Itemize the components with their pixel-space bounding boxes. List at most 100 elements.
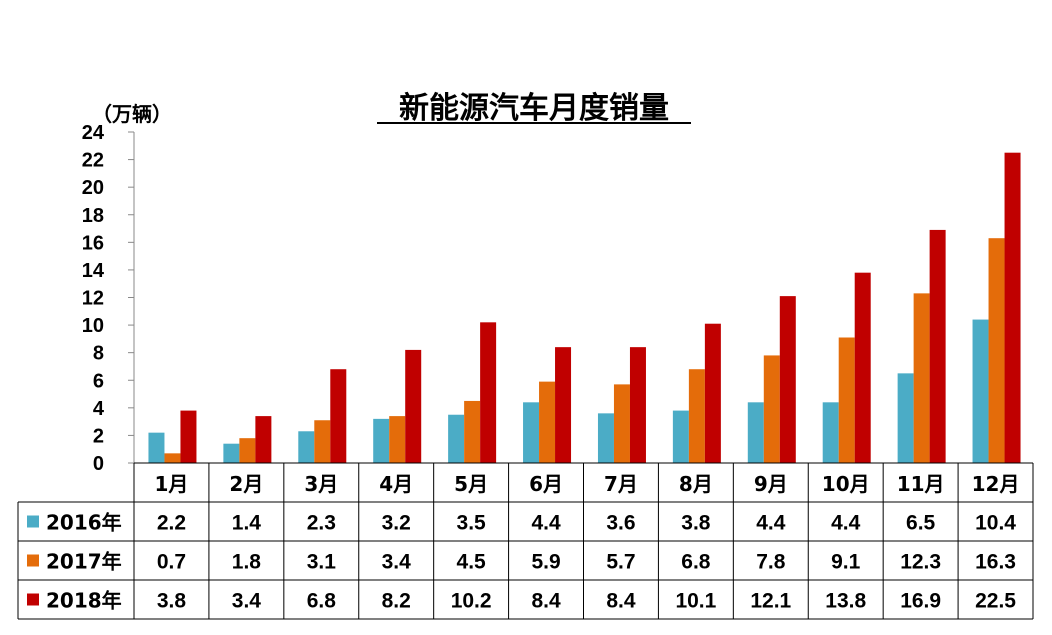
bar-2016年-3月 bbox=[298, 431, 315, 463]
bar-2016年-6月 bbox=[523, 402, 540, 463]
category-label: 9月 bbox=[754, 472, 788, 496]
bar-2018年-10月 bbox=[854, 272, 871, 463]
table-cell-value: 22.5 bbox=[975, 590, 1016, 613]
category-label: 7月 bbox=[604, 472, 638, 496]
category-label: 8月 bbox=[679, 472, 713, 496]
bar-2016年-11月 bbox=[897, 373, 914, 463]
category-label: 11月 bbox=[897, 472, 945, 496]
bar-2017年-12月 bbox=[988, 238, 1005, 463]
bar-2016年-4月 bbox=[373, 418, 390, 463]
bar-2016年-12月 bbox=[972, 319, 989, 463]
bar-2017年-5月 bbox=[464, 400, 481, 463]
table-cell-value: 3.2 bbox=[382, 512, 411, 535]
table-cell-value: 13.8 bbox=[825, 590, 866, 613]
category-label: 2月 bbox=[229, 472, 263, 496]
table-cell-value: 5.9 bbox=[531, 551, 560, 574]
table-cell-value: 12.3 bbox=[900, 551, 941, 574]
table-cell-value: 16.9 bbox=[900, 590, 941, 613]
table-cell-value: 7.8 bbox=[756, 551, 786, 574]
table-cell-value: 0.7 bbox=[157, 551, 186, 574]
bar-2018年-4月 bbox=[405, 349, 422, 463]
bar-2018年-9月 bbox=[779, 296, 796, 463]
table-cell-value: 10.2 bbox=[451, 590, 492, 613]
table-cell-value: 6.8 bbox=[681, 551, 711, 574]
y-tick-label: 24 bbox=[82, 122, 105, 144]
bar-2017年-7月 bbox=[613, 384, 630, 463]
table-cell-value: 1.4 bbox=[232, 512, 262, 535]
category-label: 12月 bbox=[972, 472, 1020, 496]
y-tick-label: 18 bbox=[82, 205, 104, 227]
series-name: 2018年 bbox=[46, 589, 122, 613]
y-tick-label: 10 bbox=[82, 315, 104, 337]
table-cell-value: 3.6 bbox=[606, 512, 635, 535]
table-cell-value: 4.4 bbox=[831, 512, 861, 535]
y-tick-label: 14 bbox=[82, 260, 105, 282]
chart-title: 新能源汽车月度销量 bbox=[399, 91, 669, 126]
bar-2018年-3月 bbox=[330, 369, 347, 463]
y-tick-label: 22 bbox=[82, 150, 104, 172]
bar-2016年-5月 bbox=[448, 414, 465, 463]
table-cell-value: 4.5 bbox=[457, 551, 487, 574]
bar-2018年-5月 bbox=[480, 322, 497, 463]
bar-2017年-8月 bbox=[688, 369, 705, 463]
table-cell-value: 8.4 bbox=[531, 590, 561, 613]
table-cell-value: 3.8 bbox=[681, 512, 711, 535]
bar-2018年-12月 bbox=[1004, 152, 1021, 463]
y-tick-label: 12 bbox=[82, 288, 104, 310]
table-cell-value: 8.4 bbox=[606, 590, 636, 613]
bar-2017年-9月 bbox=[763, 355, 780, 463]
table-cell-value: 9.1 bbox=[831, 551, 861, 574]
bar-2017年-4月 bbox=[389, 416, 406, 463]
bar-2018年-7月 bbox=[629, 347, 646, 463]
bar-2017年-11月 bbox=[913, 293, 930, 463]
y-tick-label: 4 bbox=[93, 398, 105, 420]
category-label: 3月 bbox=[304, 472, 338, 496]
table-cell-value: 3.4 bbox=[232, 590, 262, 613]
legend-swatch bbox=[27, 554, 39, 567]
bar-2017年-3月 bbox=[314, 420, 331, 463]
bar-2017年-1月 bbox=[164, 453, 181, 463]
table-cell-value: 3.5 bbox=[457, 512, 487, 535]
bars-group bbox=[148, 152, 1021, 463]
category-label: 5月 bbox=[454, 472, 488, 496]
table-cell-value: 3.8 bbox=[157, 590, 187, 613]
bar-2018年-8月 bbox=[704, 323, 721, 463]
y-axis-unit-label: （万辆） bbox=[92, 102, 172, 126]
table-cell-value: 3.1 bbox=[307, 551, 337, 574]
bar-2017年-2月 bbox=[239, 438, 256, 463]
table-cell-value: 6.5 bbox=[906, 512, 936, 535]
bar-2018年-6月 bbox=[555, 347, 572, 463]
category-label: 6月 bbox=[529, 472, 563, 496]
table-cell-value: 3.4 bbox=[382, 551, 412, 574]
category-label: 1月 bbox=[154, 472, 188, 496]
bar-2016年-1月 bbox=[148, 432, 165, 463]
category-label: 10月 bbox=[822, 472, 870, 496]
legend-swatch bbox=[27, 593, 39, 606]
table-cell-value: 6.8 bbox=[307, 590, 337, 613]
series-name: 2017年 bbox=[46, 550, 122, 574]
table-cell-value: 8.2 bbox=[382, 590, 411, 613]
bar-2016年-10月 bbox=[822, 402, 839, 463]
bar-2016年-2月 bbox=[223, 443, 240, 463]
y-tick-label: 16 bbox=[82, 232, 104, 254]
y-tick-label: 20 bbox=[82, 177, 104, 199]
table-cell-value: 12.1 bbox=[750, 590, 791, 613]
bar-2017年-6月 bbox=[539, 381, 556, 463]
table-cell-value: 4.4 bbox=[531, 512, 561, 535]
y-tick-label: 2 bbox=[93, 425, 104, 447]
data-table: 1月 2月 3月 4月 5月 6月 7月 8月 9月 10月 11月 12月 2016年 2.2 1.4 2.… bbox=[17, 462, 1034, 620]
bar-2016年-7月 bbox=[597, 413, 614, 463]
table-cell-value: 2.2 bbox=[157, 512, 186, 535]
y-tick-label: 8 bbox=[93, 343, 104, 365]
y-tick-label: 6 bbox=[93, 370, 104, 392]
legend-swatch bbox=[27, 515, 39, 528]
table-cell-value: 1.8 bbox=[232, 551, 262, 574]
table-cell-value: 16.3 bbox=[975, 551, 1016, 574]
table-cell-value: 5.7 bbox=[606, 551, 635, 574]
table-cell-value: 2.3 bbox=[307, 512, 336, 535]
bar-2018年-2月 bbox=[255, 416, 272, 463]
table-cell-value: 10.1 bbox=[675, 590, 716, 613]
bar-2018年-11月 bbox=[929, 229, 946, 463]
